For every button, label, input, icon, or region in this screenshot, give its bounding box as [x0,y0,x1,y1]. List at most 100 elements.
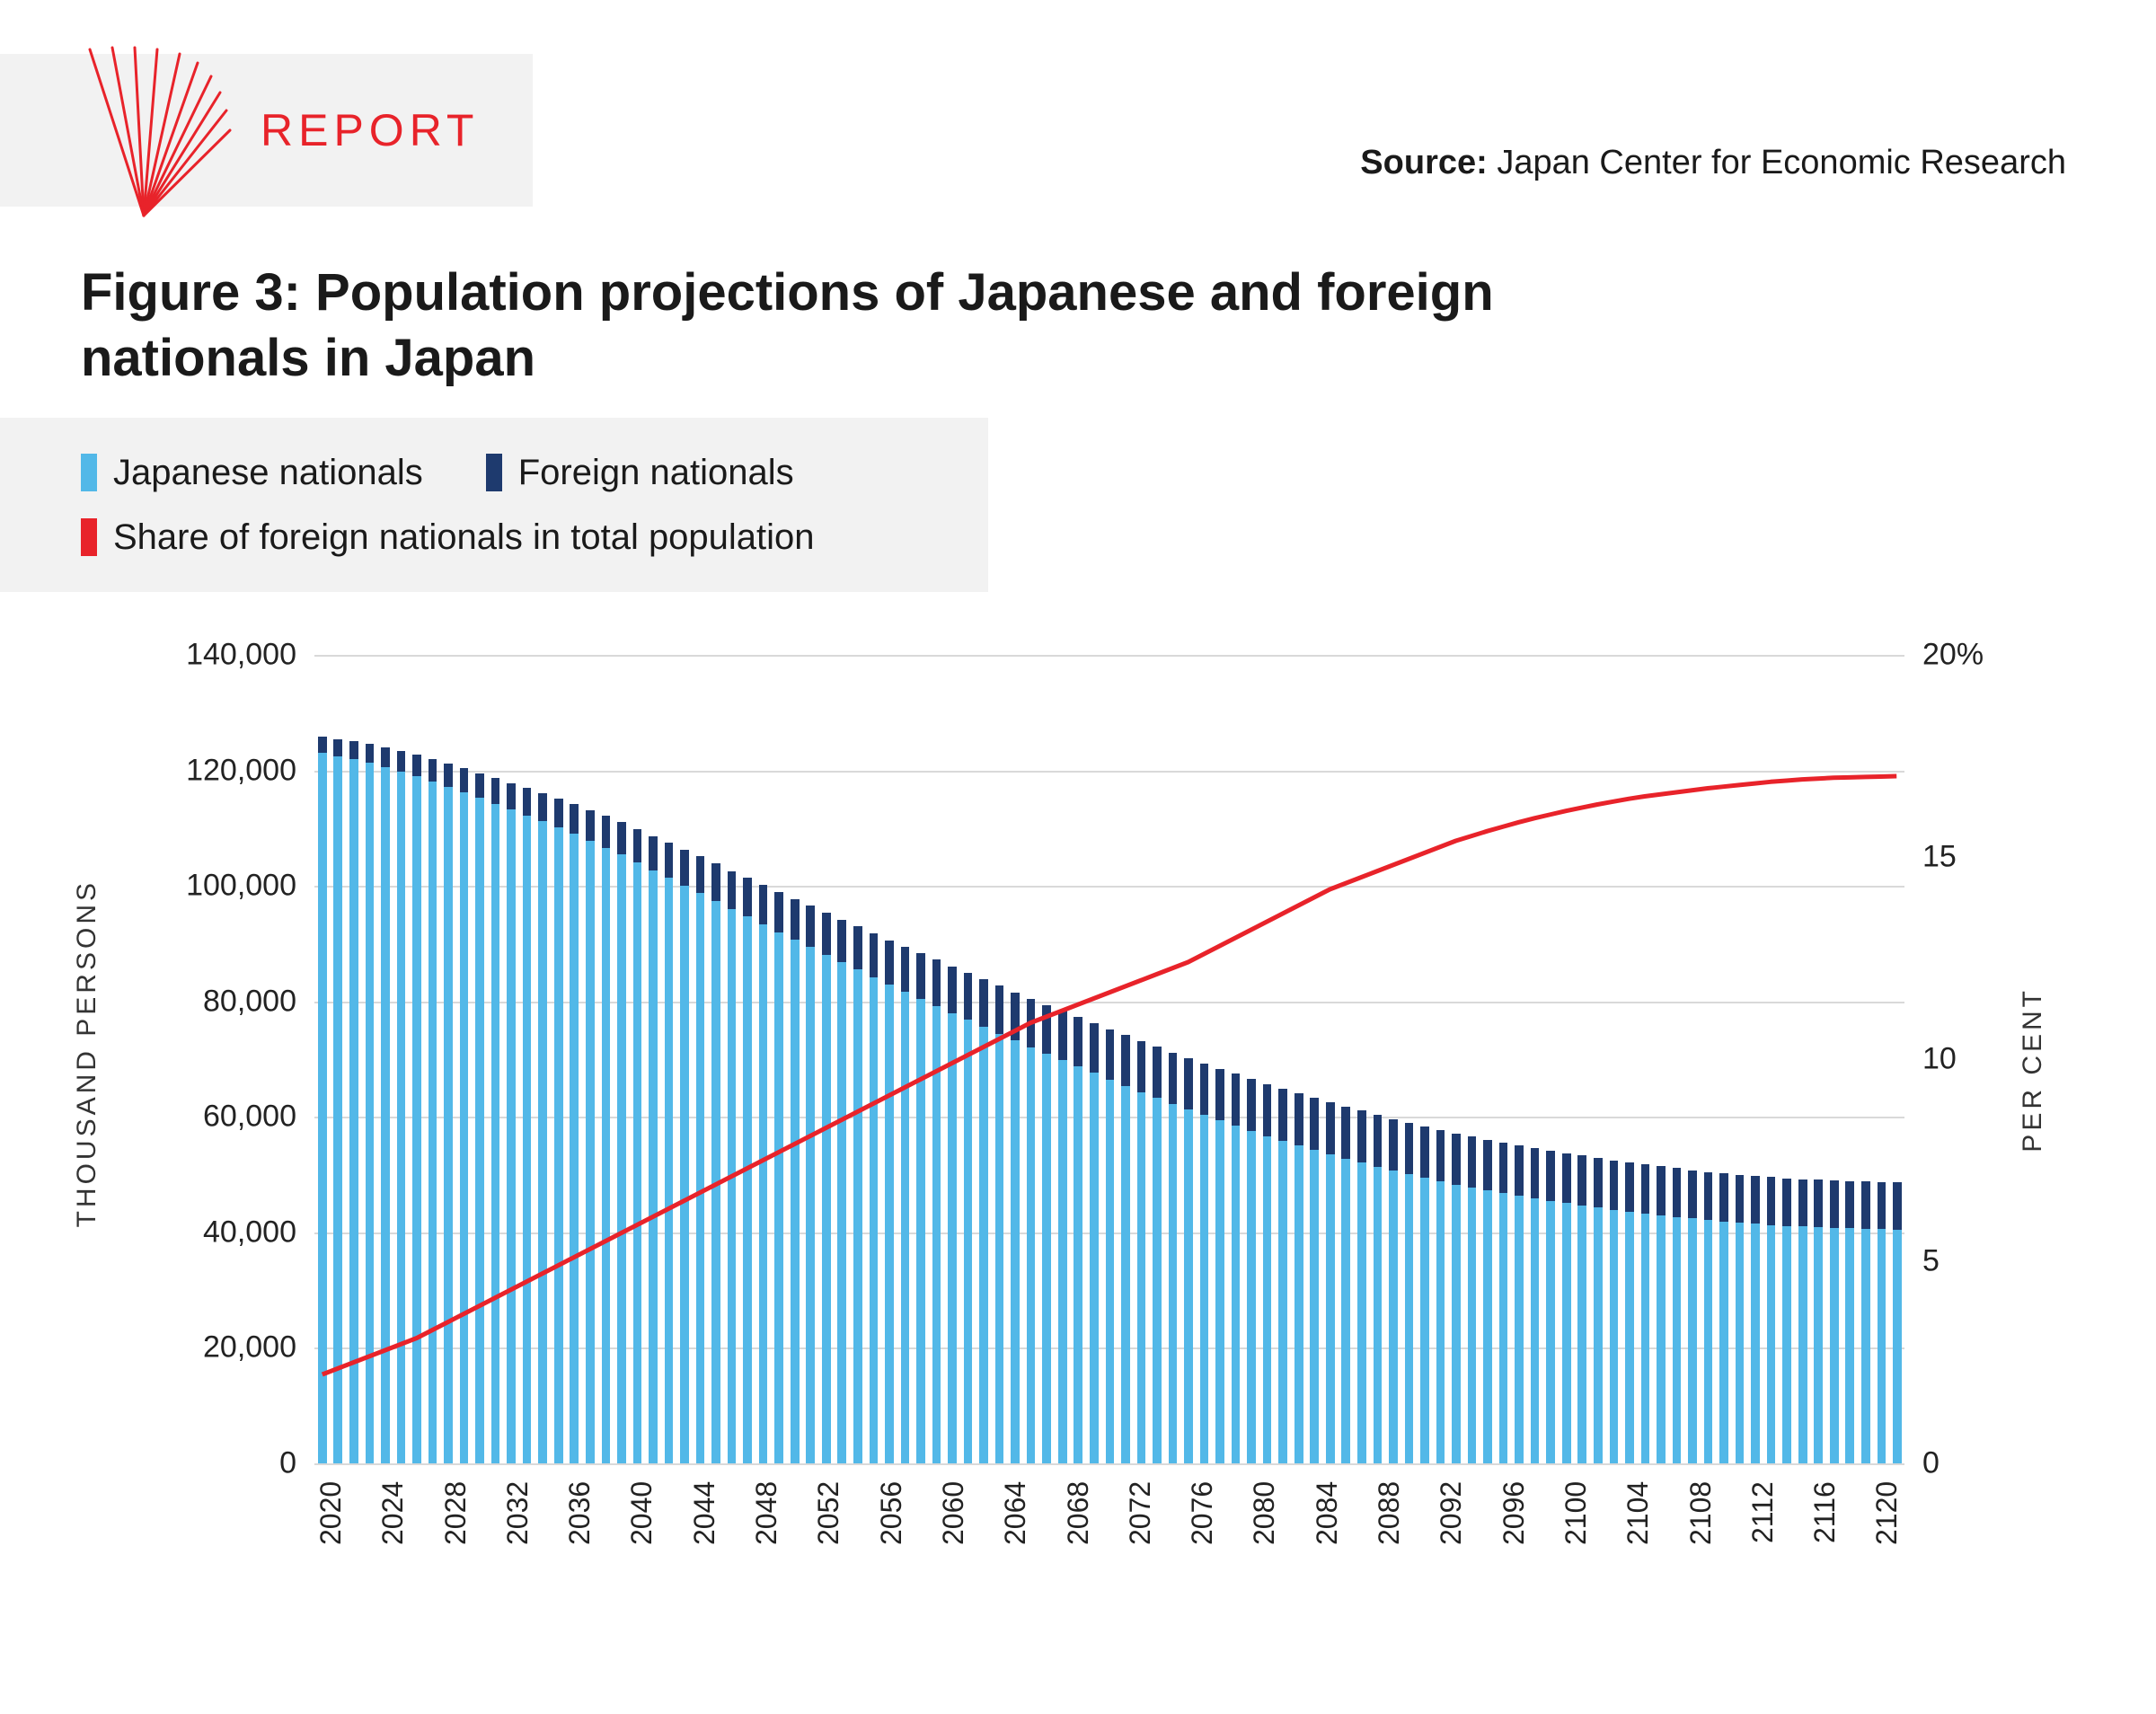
x-tick [803,1481,813,1616]
x-tick: 2044 [688,1481,721,1616]
y-axis-left-title: THOUSAND PERSONS [72,879,102,1227]
x-tick [1550,1481,1560,1616]
x-tick [1114,1481,1124,1616]
x-tick: 2100 [1560,1481,1593,1616]
x-tick [1219,1481,1229,1616]
x-tick [855,1481,865,1616]
x-tick [1426,1481,1436,1616]
chart: THOUSAND PERSONS PER CENT 020,00040,0006… [54,646,2066,1616]
x-tick: 2096 [1498,1481,1531,1616]
x-tick: 2048 [750,1481,783,1616]
x-tick [1488,1481,1498,1616]
brand-logo-icon [54,40,234,220]
x-tick: 2104 [1621,1481,1655,1616]
x-tick [1042,1481,1052,1616]
x-tick [1531,1481,1541,1616]
report-figure-page: REPORT Source: Japan Center for Economic… [0,0,2156,1714]
x-tick [1229,1481,1239,1616]
y-tick-right: 20% [1922,638,2030,673]
share-line [323,776,1896,1374]
legend-line-swatch-share [81,518,97,556]
figure-title: Figure 3: Population projections of Japa… [81,261,1518,391]
x-tick [917,1481,927,1616]
x-tick: 2040 [625,1481,658,1616]
x-tick [668,1481,678,1616]
x-tick [1052,1481,1062,1616]
x-tick [658,1481,668,1616]
y-tick-left: 80,000 [162,984,296,1019]
x-tick [606,1481,616,1616]
x-tick [990,1481,1000,1616]
line-overlay [314,655,1904,1463]
legend-item-japanese: Japanese nationals [81,440,423,505]
x-tick: 2020 [314,1481,348,1616]
x-tick [927,1481,937,1616]
x-tick [1842,1481,1851,1616]
x-tick [1665,1481,1674,1616]
legend-item-share: Share of foreign nationals in total popu… [81,505,815,570]
x-tick [616,1481,626,1616]
legend-label-foreign: Foreign nationals [518,440,794,505]
x-tick [1406,1481,1416,1616]
x-tick [1104,1481,1114,1616]
y-tick-right: 5 [1922,1244,2030,1279]
x-tick [1354,1481,1364,1616]
x-tick [1239,1481,1249,1616]
x-tick [1603,1481,1613,1616]
x-tick [544,1481,554,1616]
x-tick [1718,1481,1727,1616]
x-tick: 2024 [376,1481,410,1616]
header-row: REPORT Source: Japan Center for Economic… [54,54,2066,207]
x-tick [1727,1481,1736,1616]
x-tick [553,1481,563,1616]
brand-text: REPORT [261,104,479,156]
y-tick-left: 60,000 [162,1100,296,1135]
legend-bar-swatch-japanese [81,454,97,491]
legend-label-japanese: Japanese nationals [113,440,423,505]
x-tick [908,1481,918,1616]
x-tick [1167,1481,1177,1616]
x-tick [358,1481,367,1616]
x-tick [1291,1481,1301,1616]
x-tick: 2032 [501,1481,535,1616]
plot-area: 020,00040,00060,00080,000100,000120,0001… [314,655,1904,1463]
x-tick [596,1481,606,1616]
x-tick [865,1481,875,1616]
x-tick [473,1481,482,1616]
x-tick: 2056 [875,1481,908,1616]
x-tick [1540,1481,1550,1616]
x-tick [980,1481,990,1616]
x-tick: 2116 [1808,1481,1842,1616]
x-tick [1416,1481,1426,1616]
x-tick [482,1481,491,1616]
x-tick [348,1481,358,1616]
x-tick [1363,1481,1373,1616]
x-tick: 2092 [1435,1481,1468,1616]
x-tick [420,1481,429,1616]
x-tick: 2108 [1684,1481,1718,1616]
x-tick [845,1481,855,1616]
y-tick-left: 120,000 [162,753,296,788]
x-tick: 2080 [1248,1481,1281,1616]
x-tick [783,1481,793,1616]
x-tick: 2064 [999,1481,1032,1616]
x-tick [1780,1481,1789,1616]
y-tick-left: 20,000 [162,1330,296,1365]
x-tick [793,1481,803,1616]
y-tick-left: 140,000 [162,638,296,673]
x-tick: 2120 [1870,1481,1904,1616]
x-tick [1176,1481,1186,1616]
x-tick [1593,1481,1603,1616]
x-tick: 2028 [439,1481,473,1616]
x-tick [678,1481,688,1616]
x-tick: 2072 [1124,1481,1157,1616]
x-tick [1674,1481,1684,1616]
x-tick [970,1481,980,1616]
y-tick-right: 10 [1922,1042,2030,1077]
x-tick [429,1481,439,1616]
x-tick [1157,1481,1167,1616]
legend-label-share: Share of foreign nationals in total popu… [113,505,815,570]
x-tick [1655,1481,1665,1616]
x-tick [1736,1481,1746,1616]
y-tick-left: 100,000 [162,869,296,904]
